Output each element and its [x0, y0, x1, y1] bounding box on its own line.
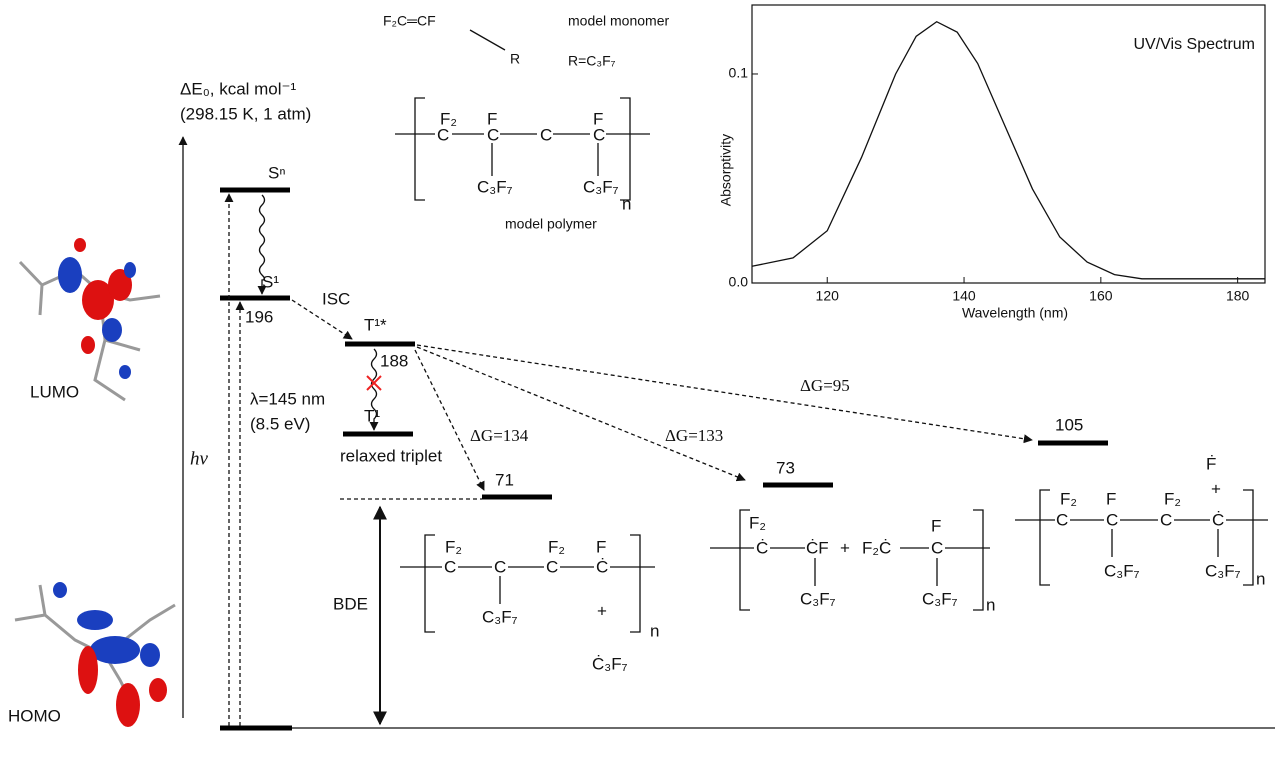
atom-label: Ċ₃F₇	[592, 653, 628, 673]
lumo-orbital	[20, 238, 160, 400]
conditions: (298.15 K, 1 atm)	[180, 104, 311, 123]
substituent: R	[510, 51, 520, 67]
atom-label: C₃F₇	[583, 177, 619, 196]
atom-label: C	[540, 125, 552, 144]
atom-label: F₂	[548, 537, 565, 556]
level-caption: relaxed triplet	[340, 446, 442, 465]
atom-label: ĊF	[806, 537, 829, 557]
atom-label: F	[1106, 489, 1116, 508]
lumo-label: LUMO	[30, 382, 79, 401]
atom-label: C₃F₇	[800, 589, 836, 608]
product-bonds	[400, 535, 655, 632]
dg-label: ΔG=134	[470, 426, 529, 445]
substituent-definition: R=C₃F₇	[568, 53, 616, 69]
x-tick-label: 160	[1089, 288, 1113, 304]
x-tick-label: 120	[816, 288, 840, 304]
monomer-formula: F₂C═CF	[383, 13, 436, 29]
atom-label: C	[1160, 510, 1172, 529]
atom-label: F₂	[1060, 489, 1077, 508]
product-energy: 71	[495, 470, 514, 489]
repeat-label: n	[622, 194, 631, 213]
repeat-label: n	[1256, 569, 1265, 588]
isc-label: ISC	[322, 289, 350, 308]
dg-label: ΔG=95	[800, 376, 850, 395]
bond	[470, 30, 505, 50]
atom-label: C₃F₇	[922, 589, 958, 608]
product-energy: 105	[1055, 415, 1083, 434]
atom-label: C₃F₇	[477, 177, 513, 196]
atom-label: +	[840, 538, 850, 557]
energy-label: 188	[380, 351, 408, 370]
atom-label: F₂	[1164, 489, 1181, 508]
figure: LUMO HOMO ΔE₀, kcal mol⁻¹ (298.15 K, 1 a…	[0, 0, 1275, 762]
state-label: T¹*	[364, 315, 387, 334]
atom-label: C₃F₇	[1205, 561, 1241, 580]
photon-energy: (8.5 eV)	[250, 414, 310, 433]
homo-label: HOMO	[8, 706, 61, 725]
bde-label: BDE	[333, 594, 368, 613]
atom-label: Ḟ	[1206, 454, 1216, 473]
atom-label: C	[437, 125, 449, 144]
x-tick-label: 180	[1226, 288, 1250, 304]
atom-label: C₃F₇	[482, 607, 518, 626]
state-label: Sⁿ	[268, 163, 286, 182]
atom-label: F	[596, 537, 606, 556]
spectrum-title: UV/Vis Spectrum	[1133, 36, 1255, 53]
atom-label: C	[931, 538, 943, 557]
energy-label: 196	[245, 307, 273, 326]
state-label: T¹	[364, 406, 380, 425]
spectrum-x-label: Wavelength (nm)	[962, 305, 1068, 321]
atom-label: Ċ	[1212, 509, 1224, 529]
y-tick-label: 0.0	[729, 274, 749, 290]
atom-label: C	[487, 125, 499, 144]
atom-label: F₂	[749, 513, 766, 532]
spectrum-y-label: Absorptivity	[718, 134, 734, 206]
atom-label: +	[597, 601, 607, 620]
atom-label: C	[444, 557, 456, 576]
excitation-label: hν	[190, 448, 209, 469]
repeat-label: n	[650, 621, 659, 640]
atom-label: C	[1056, 510, 1068, 529]
monomer-caption: model monomer	[568, 13, 669, 29]
y-tick-label: 0.1	[729, 65, 749, 81]
product-energy: 73	[776, 458, 795, 477]
atom-label: C	[546, 557, 558, 576]
x-tick-label: 140	[952, 288, 976, 304]
dg-label: ΔG=133	[665, 426, 723, 445]
atom-label: F	[931, 516, 941, 535]
atom-label: C	[1106, 510, 1118, 529]
spectrum-curve	[752, 22, 1265, 279]
atom-label: Ċ	[596, 556, 608, 576]
atom-label: +	[1211, 479, 1221, 498]
atom-label: C	[494, 557, 506, 576]
atom-label: C	[593, 125, 605, 144]
wavelength: λ=145 nm	[250, 389, 325, 408]
state-label: S¹	[262, 272, 279, 291]
atom-label: Ċ	[756, 537, 768, 557]
homo-orbital	[15, 582, 175, 727]
atom-label: F₂	[445, 537, 462, 556]
polymer-caption: model polymer	[505, 216, 597, 232]
repeat-label: n	[986, 595, 995, 614]
atom-label: F₂Ċ	[862, 537, 891, 557]
dissociation-arrow	[415, 350, 484, 490]
energy-axis-label: ΔE₀, kcal mol⁻¹	[180, 79, 297, 98]
atom-label: C₃F₇	[1104, 561, 1140, 580]
dissociation-arrow	[417, 347, 745, 480]
